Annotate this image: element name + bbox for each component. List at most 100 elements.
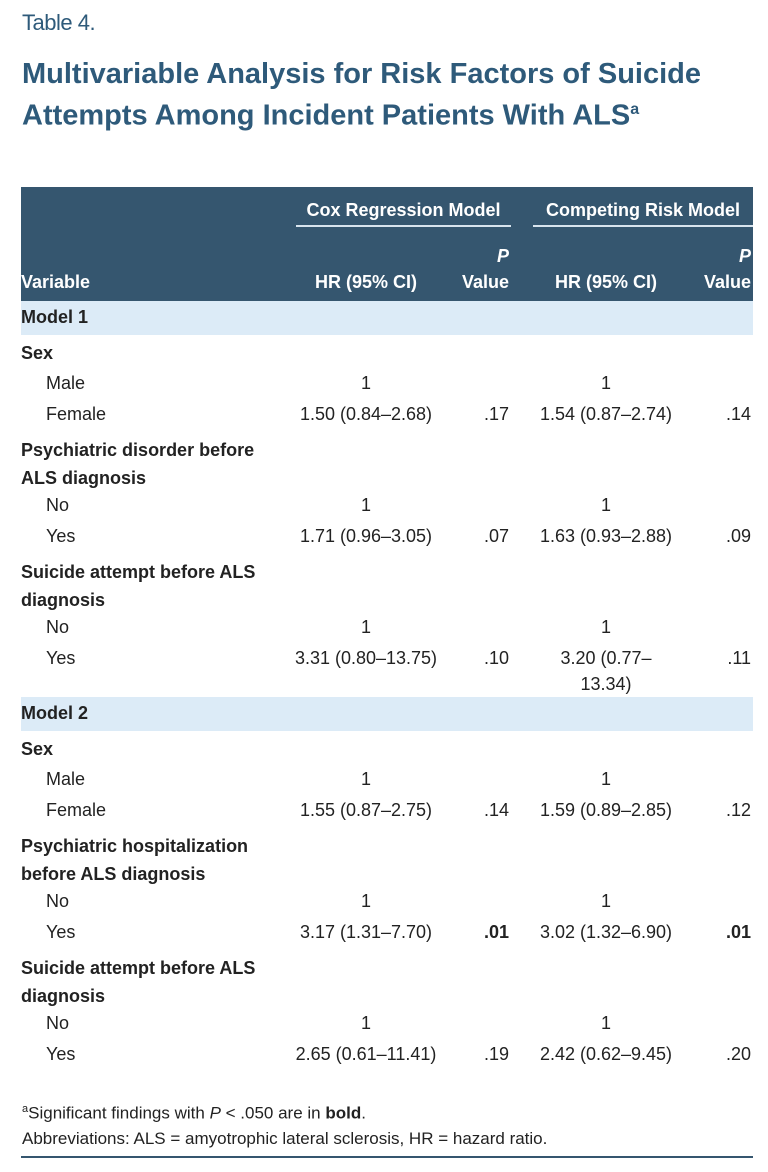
competing-hr-cell: 1	[600, 373, 611, 393]
table-row: Female 1.55 (0.87–2.75) .14 1.59 (0.89–2.85…	[21, 797, 753, 828]
table-row: No 1 1	[21, 888, 753, 919]
competing-hr-cell: 1.63 (0.93–2.88)	[539, 526, 673, 546]
abbreviations-note: Abbreviations: ALS = amyotrophic lateral…	[22, 1128, 548, 1148]
competing-p-cell: .20	[725, 1044, 751, 1064]
competing-hr-cell: 1.59 (0.89–2.85)	[539, 800, 673, 820]
table-title: Multivariable Analysis for Risk Factors …	[22, 56, 742, 134]
cox-hr-cell: 3.31 (0.80–13.75)	[294, 648, 438, 668]
cox-hr-cell: 1.50 (0.84–2.68)	[299, 404, 433, 424]
table-row: Yes 3.31 (0.80–13.75) .10 3.20 (0.77–13.34)…	[21, 645, 753, 697]
variable-cell: No	[46, 891, 70, 911]
competing-p-cell: .09	[725, 526, 751, 546]
title-footnote-marker: a	[630, 101, 640, 118]
hr-header-cox: HR (95% CI)	[314, 272, 417, 292]
table-row: Male 1 1	[21, 766, 753, 797]
table-row: Yes 1.71 (0.96–3.05) .07 1.63 (0.93–2.88) .0…	[21, 523, 753, 554]
cox-p-cell: .14	[483, 800, 509, 820]
competing-hr-cell: 1	[600, 769, 611, 789]
group-row: Sex	[21, 731, 753, 766]
p-header-cox: P Value	[461, 246, 509, 292]
table-row: No 1 1	[21, 1010, 753, 1041]
cox-p-cell: .01	[483, 922, 509, 942]
competing-p-cell: .01	[725, 922, 751, 942]
variable-cell: No	[46, 617, 70, 637]
cox-hr-cell: 1	[360, 891, 371, 911]
variable-cell: Female	[46, 800, 107, 820]
variable-cell: Female	[46, 404, 107, 424]
title-text: Multivariable Analysis for Risk Factors …	[22, 58, 702, 132]
cox-p-cell	[461, 492, 511, 523]
competing-hr-cell: 3.02 (1.32–6.90)	[539, 922, 673, 942]
cox-p-cell	[461, 370, 511, 401]
cox-p-cell: .07	[483, 526, 509, 546]
competing-hr-cell: 2.42 (0.62–9.45)	[539, 1044, 673, 1064]
competing-hr-cell: 1.54 (0.87–2.74)	[539, 404, 673, 424]
header-group-row: Cox Regression Model Competing Risk Mode…	[21, 187, 753, 227]
competing-p-cell	[701, 766, 753, 797]
cox-model-header: Cox Regression Model	[296, 200, 511, 227]
cox-hr-cell: 1	[360, 373, 371, 393]
header-row: Variable HR (95% CI) P Value HR (95% CI) …	[21, 227, 753, 301]
section-row: Model 1	[21, 301, 753, 335]
competing-p-cell: .14	[725, 404, 751, 424]
cox-hr-cell: 2.65 (0.61–11.41)	[295, 1044, 437, 1064]
section-row: Model 2	[21, 697, 753, 731]
competing-hr-cell: 1	[600, 1013, 611, 1033]
table-row: Female 1.50 (0.84–2.68) .17 1.54 (0.87–2.74…	[21, 401, 753, 432]
competing-p-cell	[701, 370, 753, 401]
group-row: Suicide attempt before ALS diagnosis	[21, 554, 753, 614]
cox-p-cell: .10	[483, 648, 509, 668]
significance-note: aSignificant findings with P < .050 are …	[22, 1103, 366, 1123]
section-label-cell: Model 1	[21, 301, 753, 335]
variable-cell: No	[46, 1013, 70, 1033]
competing-hr-cell: 1	[600, 617, 611, 637]
competing-p-cell: .11	[727, 648, 751, 668]
bottom-rule	[21, 1156, 753, 1158]
competing-hr-cell: 1	[600, 891, 611, 911]
variable-cell: No	[46, 495, 70, 515]
hr-header-competing: HR (95% CI)	[554, 272, 657, 292]
competing-model-header: Competing Risk Model	[533, 200, 753, 227]
group-row: Sex	[21, 335, 753, 370]
group-label-cell: Sex	[21, 343, 54, 363]
variable-cell: Yes	[46, 648, 76, 668]
p-header-competing: P Value	[703, 246, 751, 292]
results-table: Cox Regression Model Competing Risk Mode…	[21, 187, 753, 1072]
cox-hr-cell: 1	[360, 1013, 371, 1033]
table-label: Table 4.	[22, 10, 96, 35]
cox-hr-cell: 1	[360, 617, 371, 637]
competing-hr-cell: 1	[600, 495, 611, 515]
variable-cell: Male	[46, 373, 86, 393]
table-row: No 1 1	[21, 614, 753, 645]
variable-header: Variable	[21, 272, 91, 292]
cox-p-cell	[461, 1010, 511, 1041]
table-row: No 1 1	[21, 492, 753, 523]
competing-hr-cell: 3.20 (0.77–13.34)	[560, 648, 652, 694]
group-label-cell: Suicide attempt before ALS diagnosis	[21, 958, 256, 1006]
cox-hr-cell: 1.55 (0.87–2.75)	[299, 800, 433, 820]
cox-p-cell	[461, 614, 511, 645]
variable-cell: Yes	[46, 922, 76, 942]
cox-p-cell: .17	[483, 404, 509, 424]
table-row: Male 1 1	[21, 370, 753, 401]
table-row: Yes 2.65 (0.61–11.41) .19 2.42 (0.62–9.45).…	[21, 1041, 753, 1072]
variable-cell: Male	[46, 769, 86, 789]
table-row: Yes 3.17 (1.31–7.70) .01 3.02 (1.32–6.90) .0…	[21, 919, 753, 950]
group-label-cell: Psychiatric hospitalization before ALS d…	[21, 836, 249, 884]
cox-hr-cell: 1.71 (0.96–3.05)	[299, 526, 433, 546]
group-label-cell: Suicide attempt before ALS diagnosis	[21, 562, 256, 610]
variable-cell: Yes	[46, 526, 76, 546]
competing-p-cell: .12	[725, 800, 751, 820]
competing-p-cell	[701, 1010, 753, 1041]
cox-p-cell: .19	[483, 1044, 509, 1064]
section-label-cell: Model 2	[21, 697, 753, 731]
competing-p-cell	[701, 888, 753, 919]
cox-hr-cell: 1	[360, 495, 371, 515]
group-label-cell: Psychiatric disorder before ALS diagnosi…	[21, 440, 255, 488]
variable-cell: Yes	[46, 1044, 76, 1064]
cox-p-cell	[461, 888, 511, 919]
group-row: Psychiatric hospitalization before ALS d…	[21, 828, 753, 888]
group-row: Suicide attempt before ALS diagnosis	[21, 950, 753, 1010]
group-row: Psychiatric disorder before ALS diagnosi…	[21, 432, 753, 492]
competing-p-cell	[701, 492, 753, 523]
